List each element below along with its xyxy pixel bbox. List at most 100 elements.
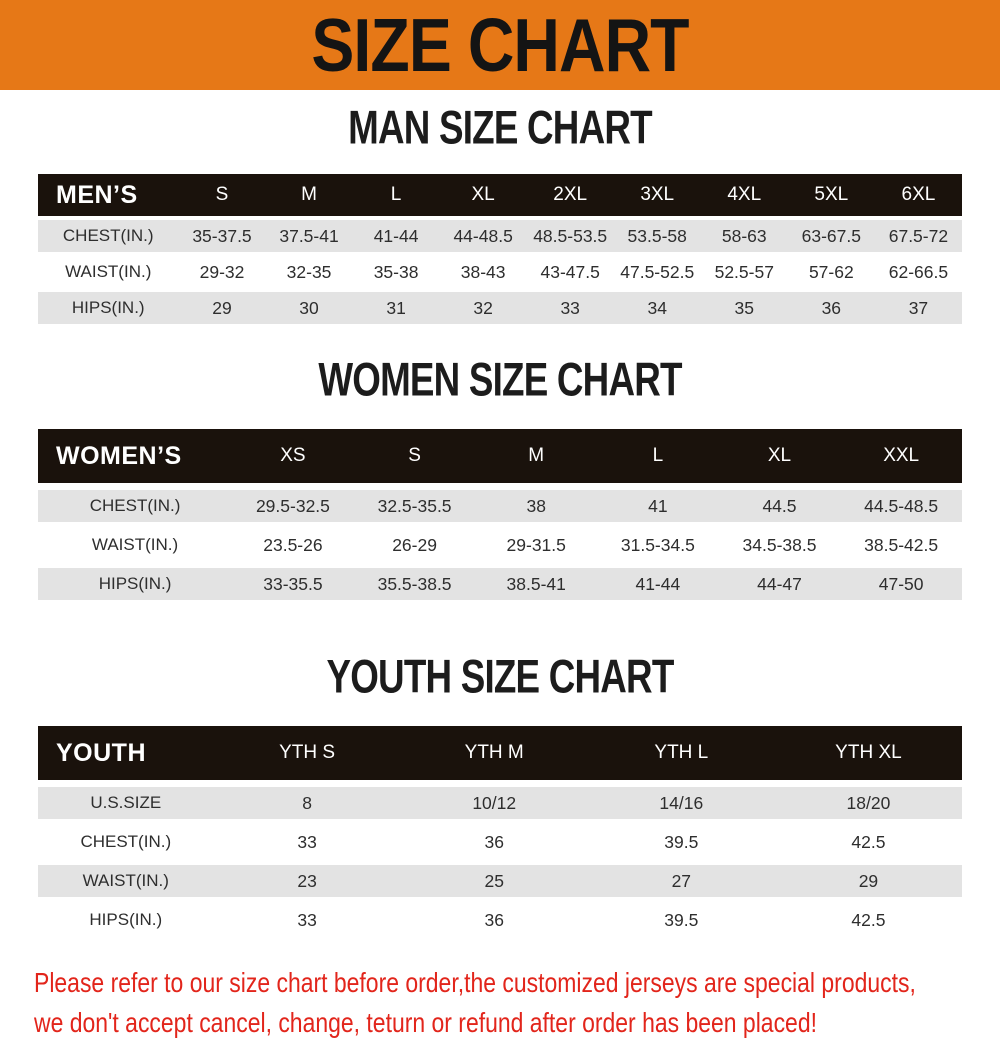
cell-value: 41-44 (352, 220, 440, 252)
table-row: CHEST(IN.) 35-37.5 37.5-41 41-44 44-48.5 48.5… (38, 220, 962, 252)
cell-value: 23 (213, 865, 401, 897)
table-row: HIPS(IN.) 29 30 31 32 33 34 35 36 37 (38, 292, 962, 324)
cell-value: 29-32 (178, 256, 266, 288)
cell-value: 32 (439, 292, 527, 324)
cell-value: 36 (400, 826, 588, 858)
column-header: M (265, 174, 353, 216)
cell-value: 10/12 (400, 787, 588, 819)
row-label: HIPS(IN.) (38, 904, 214, 936)
cell-value: 47-50 (840, 568, 962, 600)
table-row: U.S.SIZE 8 10/12 14/16 18/20 (38, 787, 962, 819)
cell-value: 35-38 (352, 256, 440, 288)
cell-value: 48.5-53.5 (526, 220, 614, 252)
cell-value: 31 (352, 292, 440, 324)
column-header: S (353, 429, 476, 483)
cell-value: 58-63 (700, 220, 788, 252)
table-header-row: MEN’S S M L XL 2XL 3XL 4XL 5XL 6XL (38, 174, 962, 216)
cell-value: 25 (400, 865, 588, 897)
section-title-youth: YOUTH SIZE CHART (326, 649, 674, 703)
size-chart-sections: MAN SIZE CHART MEN’S S M L XL 2XL 3XL 4XL 5XL 6XL C… (0, 104, 1000, 943)
cell-value: 44-47 (718, 568, 841, 600)
column-header: S (178, 174, 266, 216)
cell-value: 32-35 (265, 256, 353, 288)
column-header: XL (718, 429, 841, 483)
cell-value: 38 (475, 490, 598, 522)
cell-value: 42.5 (774, 904, 962, 936)
cell-value: 62-66.5 (874, 256, 962, 288)
cell-value: 39.5 (587, 904, 775, 936)
size-chart-banner: SIZE CHART (0, 0, 1000, 90)
page-title: SIZE CHART (311, 2, 689, 88)
cell-value: 29 (178, 292, 266, 324)
size-section-men: MAN SIZE CHART MEN’S S M L XL 2XL 3XL 4XL 5XL 6XL C… (0, 104, 1000, 328)
table-row: WAIST(IN.) 29-32 32-35 35-38 38-43 43-47.5 47.… (38, 256, 962, 288)
cell-value: 33 (526, 292, 614, 324)
row-label: CHEST(IN.) (38, 826, 214, 858)
table-row: WAIST(IN.) 23.5-26 26-29 29-31.5 31.5-34.5 34… (38, 529, 962, 561)
column-header: YTH S (213, 726, 401, 780)
cell-value: 23.5-26 (232, 529, 354, 561)
cell-value: 47.5-52.5 (613, 256, 701, 288)
cell-value: 34 (613, 292, 701, 324)
cell-value: 37 (874, 292, 962, 324)
cell-value: 53.5-58 (613, 220, 701, 252)
cell-value: 52.5-57 (700, 256, 788, 288)
cell-value: 36 (787, 292, 875, 324)
cell-value: 38.5-42.5 (840, 529, 962, 561)
row-label: CHEST(IN.) (38, 220, 179, 252)
cell-value: 63-67.5 (787, 220, 875, 252)
cell-value: 29 (774, 865, 962, 897)
cell-value: 30 (265, 292, 353, 324)
column-header: YTH L (587, 726, 775, 780)
table-header-row: WOMEN’S XS S M L XL XXL (38, 429, 962, 483)
column-header: L (597, 429, 719, 483)
cell-value: 35 (700, 292, 788, 324)
cell-value: 32.5-35.5 (353, 490, 476, 522)
disclaimer-line-2: we don't accept cancel, change, teturn o… (34, 1006, 817, 1038)
column-header: M (475, 429, 598, 483)
cell-value: 39.5 (587, 826, 775, 858)
row-label: HIPS(IN.) (38, 292, 179, 324)
cell-value: 38.5-41 (475, 568, 598, 600)
column-header: YTH M (400, 726, 588, 780)
row-label: HIPS(IN.) (38, 568, 233, 600)
men-header-label: MEN’S (38, 174, 179, 216)
cell-value: 43-47.5 (526, 256, 614, 288)
youth-header-label: YOUTH (38, 726, 214, 780)
column-header: XXL (840, 429, 962, 483)
row-label: WAIST(IN.) (38, 256, 179, 288)
cell-value: 57-62 (787, 256, 875, 288)
size-section-youth: YOUTH SIZE CHART YOUTH YTH S YTH M YTH L YTH … (0, 653, 1000, 943)
row-label: CHEST(IN.) (38, 490, 233, 522)
column-header: L (352, 174, 440, 216)
section-title-women: WOMEN SIZE CHART (318, 352, 682, 406)
row-label: WAIST(IN.) (38, 865, 214, 897)
cell-value: 67.5-72 (874, 220, 962, 252)
size-section-women: WOMEN SIZE CHART WOMEN’S XS S M L XL XXL CHEST(I… (0, 356, 1000, 607)
cell-value: 29.5-32.5 (232, 490, 354, 522)
women-size-table: WOMEN’S XS S M L XL XXL CHEST(IN.) 29.5-32.5 32.5… (38, 422, 962, 607)
cell-value: 34.5-38.5 (718, 529, 841, 561)
column-header: 5XL (787, 174, 875, 216)
cell-value: 44.5-48.5 (840, 490, 962, 522)
cell-value: 14/16 (587, 787, 775, 819)
cell-value: 36 (400, 904, 588, 936)
table-row: CHEST(IN.) 33 36 39.5 42.5 (38, 826, 962, 858)
cell-value: 44-48.5 (439, 220, 527, 252)
table-row: HIPS(IN.) 33 36 39.5 42.5 (38, 904, 962, 936)
disclaimer-note: Please refer to our size chart before or… (34, 963, 1000, 1043)
column-header: XS (232, 429, 354, 483)
table-row: HIPS(IN.) 33-35.5 35.5-38.5 38.5-41 41-44 44-… (38, 568, 962, 600)
table-row: CHEST(IN.) 29.5-32.5 32.5-35.5 38 41 44.5 44.5… (38, 490, 962, 522)
cell-value: 41-44 (597, 568, 719, 600)
cell-value: 42.5 (774, 826, 962, 858)
cell-value: 27 (587, 865, 775, 897)
cell-value: 33 (213, 904, 401, 936)
column-header: 3XL (613, 174, 701, 216)
disclaimer-line-1: Please refer to our size chart before or… (34, 967, 916, 998)
cell-value: 8 (213, 787, 401, 819)
cell-value: 18/20 (774, 787, 962, 819)
cell-value: 37.5-41 (265, 220, 353, 252)
column-header: 4XL (700, 174, 788, 216)
cell-value: 33-35.5 (232, 568, 354, 600)
